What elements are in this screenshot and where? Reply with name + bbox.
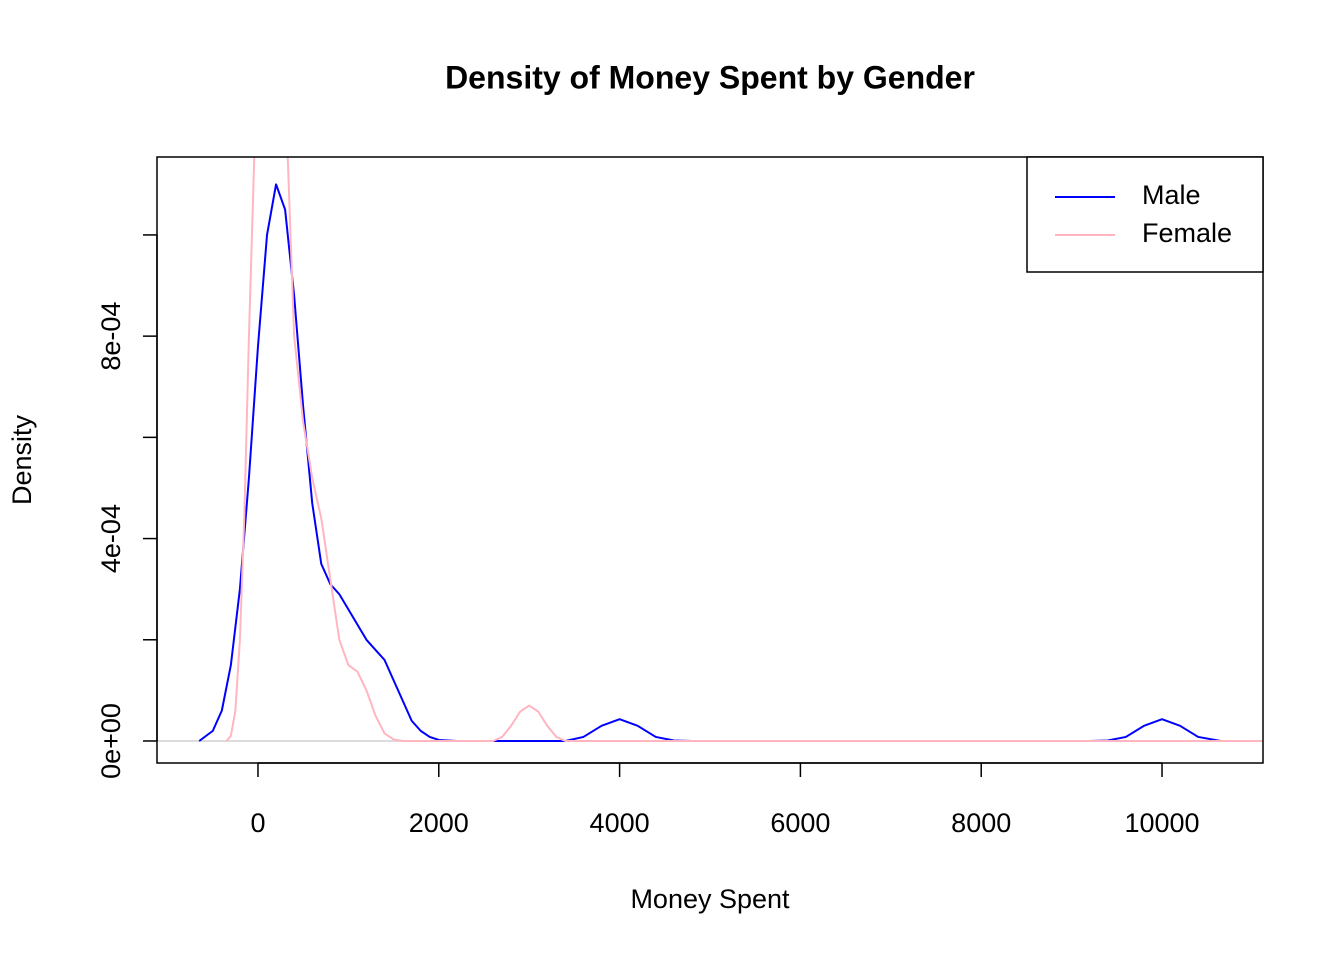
- density-line: [225, 157, 1262, 742]
- legend-label: Male: [1142, 180, 1201, 210]
- legend-label: Female: [1142, 218, 1232, 248]
- x-tick-label: 10000: [1124, 808, 1199, 838]
- y-axis-label: Density: [7, 414, 37, 505]
- x-tick-label: 2000: [409, 808, 469, 838]
- x-tick-label: 4000: [590, 808, 650, 838]
- y-tick-label: 4e-04: [96, 504, 126, 573]
- x-tick-label: 0: [250, 808, 265, 838]
- x-tick-label: 8000: [951, 808, 1011, 838]
- plot-area: [157, 157, 1263, 742]
- x-axis-label: Money Spent: [630, 884, 790, 914]
- chart-title: Density of Money Spent by Gender: [445, 59, 975, 95]
- y-tick-label: 0e+00: [96, 703, 126, 779]
- x-tick-label: 6000: [770, 808, 830, 838]
- legend-box: [1026, 156, 1264, 273]
- y-tick-label: 8e-04: [96, 302, 126, 371]
